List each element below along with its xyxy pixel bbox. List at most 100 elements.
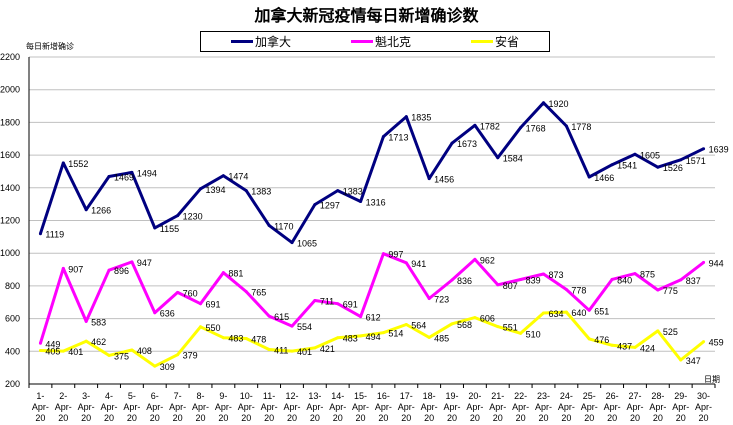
data-point: [267, 314, 271, 318]
data-label: 775: [663, 286, 678, 296]
data-point: [199, 302, 202, 306]
data-point: [564, 124, 568, 128]
x-tick-label: 18-Apr-20: [421, 391, 438, 423]
data-label: 1552: [68, 159, 88, 169]
data-point: [84, 208, 88, 212]
data-point: [473, 257, 477, 261]
y-tick-label: 400: [5, 346, 20, 356]
data-label: 1456: [434, 175, 454, 185]
data-point: [267, 348, 271, 352]
data-label: 408: [137, 346, 152, 356]
x-tick-label: 4-Apr-20: [101, 391, 118, 423]
data-point: [38, 348, 42, 352]
data-label: 1383: [251, 187, 271, 197]
data-label: 606: [480, 314, 495, 324]
data-label: 1920: [549, 99, 569, 109]
data-label: 1605: [640, 150, 660, 160]
data-label: 765: [251, 288, 266, 298]
legend-swatch-quebec: [350, 40, 373, 43]
legend-label-ontario: 安省: [494, 35, 519, 49]
x-tick-label: 19-Apr-20: [444, 391, 461, 423]
data-label: 564: [411, 320, 426, 330]
data-label: 424: [640, 343, 655, 353]
data-point: [290, 324, 294, 328]
data-label: 379: [183, 351, 198, 361]
data-label: 1768: [526, 124, 546, 134]
y-tick-label: 1800: [0, 117, 20, 127]
data-label: 944: [709, 258, 724, 268]
data-point: [450, 278, 454, 282]
data-point: [427, 177, 431, 181]
data-label: 873: [549, 270, 564, 280]
data-point: [176, 214, 180, 218]
data-label: 449: [45, 339, 60, 349]
data-point: [336, 336, 340, 340]
data-label: 636: [160, 309, 175, 319]
data-label: 411: [274, 346, 288, 356]
data-point: [404, 115, 408, 119]
data-point: [473, 316, 477, 320]
data-label: 691: [206, 300, 221, 310]
data-label: 401: [297, 347, 312, 357]
data-label: 1526: [663, 163, 683, 173]
x-tick-label: 1-Apr-20: [32, 391, 49, 423]
data-label: 839: [526, 276, 541, 286]
x-tick-label: 28-Apr-20: [649, 391, 666, 423]
data-label: 1383: [343, 187, 363, 197]
data-point: [153, 364, 157, 368]
data-point: [221, 174, 225, 178]
data-label: 462: [91, 337, 106, 347]
data-point: [473, 123, 477, 127]
data-point: [359, 315, 363, 319]
data-point: [313, 346, 317, 350]
data-point: [542, 101, 545, 105]
y-tick-label: 1600: [0, 150, 20, 160]
x-tick-label: 11-Apr-20: [261, 391, 278, 423]
data-point: [633, 152, 637, 156]
data-label: 1155: [160, 224, 179, 234]
data-point: [679, 158, 683, 162]
data-label: 1469: [114, 173, 134, 183]
x-tick-label: 23-Apr-20: [535, 391, 552, 423]
data-label: 1713: [388, 133, 408, 143]
data-point: [107, 175, 111, 179]
data-label: 1394: [206, 185, 226, 195]
x-tick-label: 6-Apr-20: [146, 391, 163, 423]
data-point: [542, 272, 545, 276]
data-label: 997: [388, 250, 403, 260]
data-label: 640: [571, 308, 586, 318]
data-point: [610, 163, 614, 167]
data-point: [679, 358, 683, 362]
y-tick-label: 800: [5, 281, 20, 291]
data-point: [313, 298, 317, 302]
data-label: 510: [526, 329, 541, 339]
x-tick-label: 22-Apr-20: [512, 391, 529, 423]
data-label: 485: [434, 333, 449, 343]
data-point: [587, 308, 591, 312]
data-point: [450, 141, 454, 145]
y-tick-label: 1200: [0, 216, 20, 226]
data-label: 881: [228, 269, 243, 279]
data-label: 309: [160, 362, 175, 372]
data-point: [267, 223, 271, 227]
data-point: [404, 322, 408, 326]
legend: 加拿大 魁北克 安省: [200, 31, 550, 52]
data-label: 514: [388, 329, 403, 339]
data-label: 1782: [480, 121, 500, 131]
data-label: 476: [594, 335, 609, 345]
x-tick-label: 21-Apr-20: [489, 391, 506, 423]
data-point: [564, 310, 568, 314]
x-tick-label: 7-Apr-20: [169, 391, 186, 423]
data-point: [633, 272, 637, 276]
y-tick-label: 2000: [0, 85, 20, 95]
data-point: [381, 331, 385, 335]
data-point: [221, 271, 225, 275]
x-tick-label: 30-Apr-20: [695, 391, 712, 423]
data-label: 651: [594, 306, 609, 316]
data-point: [656, 165, 660, 169]
x-tick-label: 2-Apr-20: [55, 391, 72, 423]
y-tick-label: 600: [5, 314, 20, 324]
data-point: [496, 325, 500, 329]
x-tick-label: 10-Apr-20: [238, 391, 255, 423]
data-point: [633, 345, 637, 349]
